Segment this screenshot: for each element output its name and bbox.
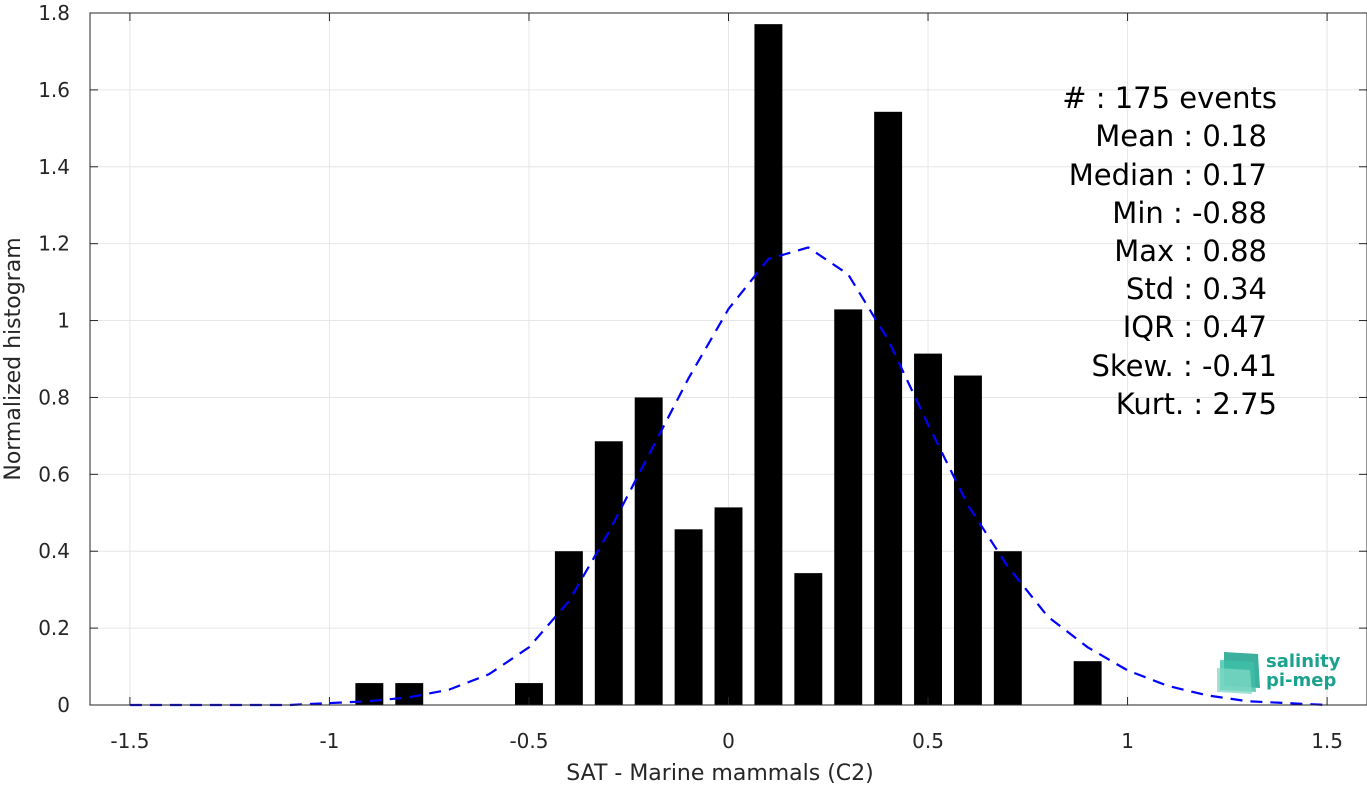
stat-skew: Skew. : -0.41 — [1091, 349, 1277, 383]
stat-iqr: IQR : 0.47 — [1123, 310, 1267, 344]
histogram-bar — [554, 551, 583, 705]
logo-line-2: pi-mep — [1266, 670, 1336, 691]
histogram-bar — [834, 309, 863, 705]
histogram-bar — [874, 111, 903, 705]
y-tick-label: 1.4 — [38, 155, 70, 179]
histogram-bar — [674, 529, 703, 705]
x-tick-label: 0.5 — [912, 729, 944, 753]
stat-mean: Mean : 0.18 — [1095, 119, 1267, 153]
y-tick-label: 1.8 — [38, 1, 70, 25]
x-tick-label: -1.5 — [110, 729, 149, 753]
y-tick-label: 0.6 — [38, 462, 70, 486]
stat-min: Min : -0.88 — [1112, 196, 1267, 230]
y-tick-label: 0.8 — [38, 385, 70, 409]
histogram-bar — [714, 507, 743, 705]
y-tick-label: 1.6 — [38, 78, 70, 102]
logo-line-1: salinity — [1266, 651, 1341, 672]
y-axis-label: Normalized histogram — [1, 237, 26, 480]
x-tick-label: 1.5 — [1311, 729, 1343, 753]
stat-median: Median : 0.17 — [1069, 158, 1267, 192]
y-tick-label: 1 — [57, 309, 70, 333]
stat-max: Max : 0.88 — [1114, 234, 1267, 268]
histogram-bar — [953, 375, 982, 705]
histogram-bar — [634, 397, 663, 705]
histogram-bars — [355, 24, 1102, 706]
histogram-bar — [395, 683, 424, 705]
statistics-box: # : 175 events Mean : 0.18 Median : 0.17… — [1062, 81, 1277, 421]
stat-kurt: Kurt. : 2.75 — [1116, 387, 1277, 421]
y-axis-ticks: 0 0.2 0.4 0.6 0.8 1 1.2 1.4 1.6 1.8 — [38, 1, 1367, 717]
histogram-bar — [993, 551, 1022, 705]
x-tick-label: 0 — [722, 729, 735, 753]
x-tick-label: -1 — [319, 729, 339, 753]
stat-events: # : 175 events — [1062, 81, 1277, 115]
x-tick-label: 1 — [1121, 729, 1134, 753]
y-tick-label: 1.2 — [38, 232, 70, 256]
histogram-bar — [594, 441, 623, 705]
x-axis-label: SAT - Marine mammals (C2) — [566, 761, 874, 785]
wave-icon — [1217, 652, 1260, 694]
y-tick-label: 0.2 — [38, 616, 70, 640]
salinity-pimep-logo: salinity pi-mep — [1217, 651, 1341, 694]
histogram-bar — [794, 573, 823, 705]
x-tick-label: -0.5 — [509, 729, 548, 753]
y-tick-label: 0 — [57, 693, 70, 717]
x-axis-ticks: -1.5 -1 -0.5 0 0.5 1 1.5 — [110, 13, 1343, 753]
gaussian-fit-curve — [129, 246, 1328, 707]
stat-std: Std : 0.34 — [1126, 272, 1267, 306]
y-tick-label: 0.4 — [38, 539, 70, 563]
histogram-bar — [1073, 661, 1102, 705]
histogram-bar — [914, 353, 942, 705]
histogram-bar — [515, 683, 543, 705]
histogram-bar — [754, 24, 783, 706]
